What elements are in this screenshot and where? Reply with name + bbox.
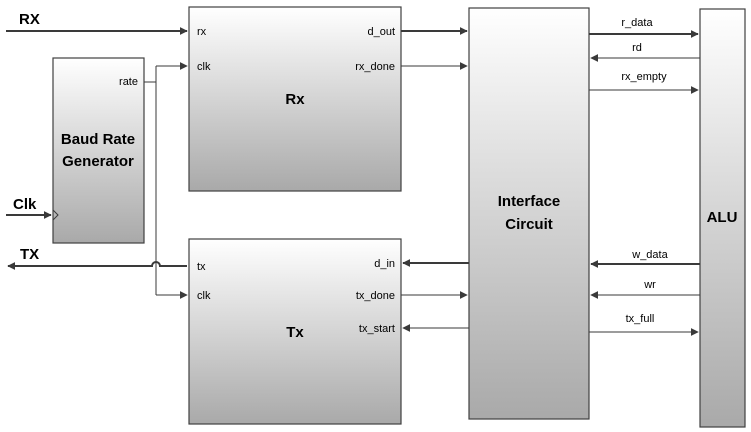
clk-external-label: Clk	[13, 196, 37, 213]
rx-block-title: Rx	[285, 91, 305, 108]
interface-title-line1: Interface	[498, 193, 561, 210]
rx-port-rx: rx	[197, 26, 207, 38]
baud-rate-port-label: rate	[119, 76, 138, 88]
tx-port-clk: clk	[197, 290, 211, 302]
rx-port-d-out: d_out	[367, 26, 395, 38]
tx-port-tx-done: tx_done	[356, 290, 395, 302]
tx-block-title: Tx	[286, 324, 304, 341]
tx-port-tx-start: tx_start	[359, 323, 395, 335]
r-data-label: r_data	[621, 17, 653, 29]
interface-circuit-block	[469, 8, 589, 419]
rx-external-label: RX	[19, 11, 40, 28]
rx-empty-label: rx_empty	[621, 71, 667, 83]
alu-title: ALU	[707, 209, 738, 226]
tx-port-tx: tx	[197, 261, 206, 273]
rx-port-rx-done: rx_done	[355, 61, 395, 73]
tx-external-label: TX	[20, 246, 39, 263]
baud-gen-title-line1: Baud Rate	[61, 131, 135, 148]
tx-port-d-in: d_in	[374, 258, 395, 270]
rd-label: rd	[632, 42, 642, 54]
interface-title-line2: Circuit	[505, 216, 553, 233]
tx-full-label: tx_full	[626, 313, 655, 325]
rx-port-clk: clk	[197, 61, 211, 73]
w-data-label: w_data	[631, 249, 668, 261]
baud-gen-title-line2: Generator	[62, 153, 134, 170]
wr-label: wr	[643, 279, 656, 291]
